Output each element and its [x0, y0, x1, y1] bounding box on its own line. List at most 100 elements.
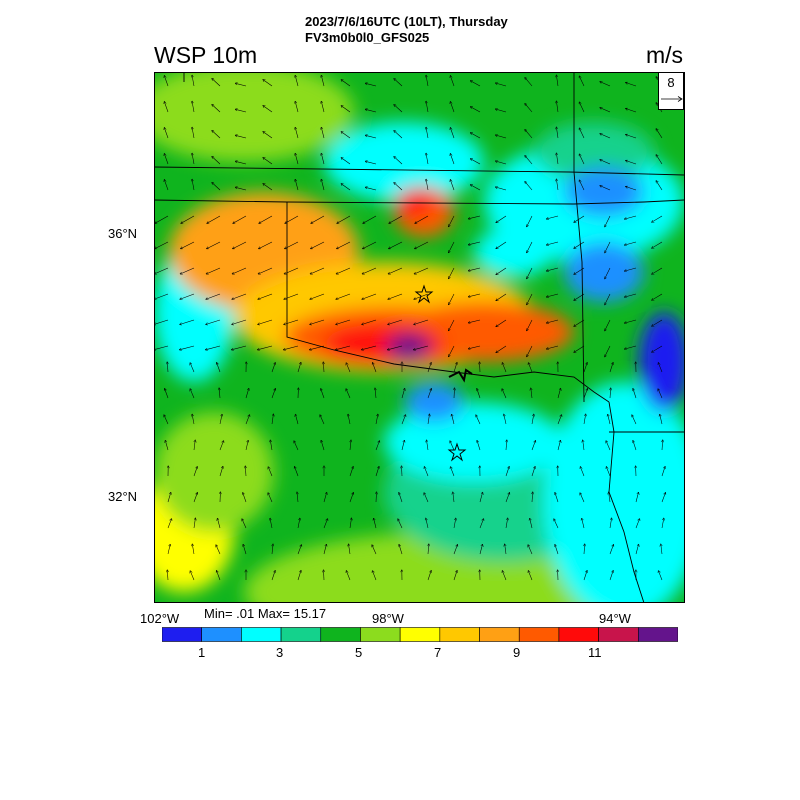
wind-vector: [192, 153, 195, 165]
wind-vector: [388, 293, 403, 299]
wind-vector: [502, 571, 507, 581]
wind-vector: [321, 75, 325, 87]
colorbar-swatch: [598, 627, 639, 642]
wind-vector: [394, 183, 403, 191]
wind-vector: [164, 102, 169, 113]
wind-vector: [624, 319, 637, 323]
wind-vector: [372, 571, 377, 581]
wind-vector: [165, 389, 169, 399]
wind-vector: [580, 467, 585, 477]
wind-vector: [496, 319, 507, 327]
reference-arrow-icon: [661, 96, 683, 102]
wind-vector: [167, 544, 170, 555]
wind-vector: [632, 415, 637, 425]
wind-vector: [652, 215, 663, 222]
wind-vector: [579, 180, 585, 191]
wind-vector: [401, 440, 404, 451]
wind-vector: [652, 241, 663, 248]
wind-vector: [546, 215, 559, 219]
wind-vector: [180, 293, 195, 299]
wind-vector: [375, 467, 379, 477]
wind-vector: [219, 388, 220, 399]
wind-vector: [449, 267, 455, 279]
wind-vector: [341, 184, 351, 191]
colorbar-swatch: [162, 627, 202, 642]
wind-vector: [258, 293, 273, 299]
wind-vector: [450, 128, 455, 139]
colorbar-swatch: [280, 627, 322, 642]
wind-vector: [212, 105, 221, 113]
wind-vector: [336, 319, 351, 325]
wind-vector: [372, 545, 377, 555]
wind-vector: [574, 319, 585, 326]
wind-vector: [192, 414, 195, 425]
wind-vector: [349, 467, 353, 477]
wind-vector: [579, 154, 585, 165]
variable-name: WSP 10m: [154, 42, 258, 68]
wind-vector: [427, 389, 431, 399]
colorbar-label-3: 3: [276, 645, 284, 660]
wind-vector: [194, 440, 195, 451]
wind-vector: [297, 492, 298, 503]
wind-vector: [579, 76, 585, 87]
wind-vector: [477, 441, 481, 451]
wind-vector: [530, 518, 533, 529]
wind-vector: [365, 187, 377, 191]
wind-vector: [600, 82, 611, 87]
wind-vector: [180, 267, 195, 274]
wind-vector: [479, 544, 483, 555]
wind-vector: [583, 389, 588, 399]
wind-vector: [468, 241, 481, 245]
wind-vector: [605, 267, 611, 279]
wind-vector: [479, 519, 484, 529]
wind-vector: [656, 129, 663, 139]
wind-vector: [376, 492, 377, 503]
colorbar-swatch: [320, 627, 361, 642]
wind-vector: [337, 241, 351, 249]
wind-vector: [336, 345, 351, 350]
wind-vector: [212, 183, 221, 191]
wind-vector: [321, 153, 325, 165]
wind-vector: [295, 127, 299, 139]
wind-vector: [341, 132, 351, 139]
wind-vector: [505, 467, 509, 477]
wind-vector: [232, 345, 247, 350]
wind-speed-map: [154, 72, 685, 603]
wind-vector: [164, 154, 169, 165]
wind-vector: [311, 241, 325, 249]
wind-vector: [546, 345, 559, 349]
wind-vector: [652, 319, 663, 326]
wind-vector: [608, 414, 611, 425]
wind-vector: [656, 155, 663, 165]
wind-vector: [525, 130, 533, 139]
wind-vector: [167, 362, 168, 373]
wind-vector: [180, 319, 195, 325]
wind-vector: [449, 215, 455, 227]
wind-vector: [268, 467, 273, 477]
wind-vector: [346, 389, 351, 399]
wind-vector: [235, 135, 247, 139]
wind-vector: [453, 363, 457, 373]
wind-vector: [235, 109, 247, 113]
wind-vector: [216, 545, 221, 555]
wind-vector: [609, 518, 612, 529]
wind-vector: [321, 440, 325, 451]
wind-vector: [394, 131, 403, 139]
wind-vector: [389, 215, 403, 223]
wind-vector: [375, 388, 376, 399]
wind-vector: [270, 440, 273, 451]
wind-vector: [414, 293, 429, 299]
wind-vector: [235, 161, 247, 165]
colorbar-label-5: 5: [355, 645, 363, 660]
wind-vector: [556, 75, 559, 87]
wind-vector: [258, 345, 273, 350]
wind-vector: [624, 241, 637, 245]
wind-vector: [219, 466, 223, 477]
wind-vector: [321, 179, 325, 191]
wind-vector: [609, 492, 610, 503]
wind-vector: [374, 518, 377, 529]
wind-vector: [476, 415, 481, 425]
wind-vector: [635, 519, 640, 529]
wind-vector: [477, 389, 481, 399]
wind-vector: [574, 215, 585, 222]
